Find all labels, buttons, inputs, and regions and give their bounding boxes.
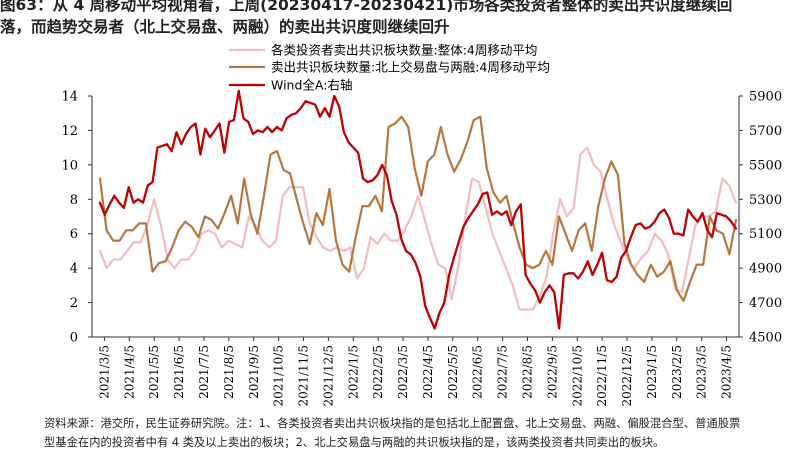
x-tick-label: 2023/2/5 [670, 345, 684, 399]
x-tick-label: 2022/3/5 [396, 345, 410, 399]
x-tick-label: 2021/11/5 [297, 345, 311, 407]
x-tick-label: 2021/12/5 [321, 345, 335, 407]
x-tick-label: 2022/6/5 [471, 345, 485, 399]
x-tick-label: 2022/12/5 [620, 345, 634, 407]
y-left-tick-label: 0 [70, 331, 78, 346]
chart-title: 图63：从 4 周移动平均视角看，上周(20230417-20230421)市场… [0, 0, 785, 38]
source-note-line1: 资料来源：港交所，民生证券研究院。注：1、各类投资者卖出共识板块指的是包括北上配… [44, 417, 741, 430]
y-right-tick-label: 4700 [749, 296, 782, 311]
y-right-tick-label: 4900 [749, 262, 782, 277]
x-tick-label: 2022/9/5 [545, 345, 559, 399]
chart-title-line2: 落，而趋势交易者（北上交易盘、两融）的卖出共识度则继续回升 [0, 18, 450, 36]
x-tick-label: 2021/5/5 [147, 345, 161, 399]
x-tick-label: 2022/10/5 [570, 345, 584, 407]
x-tick-label: 2021/7/5 [197, 345, 211, 399]
chart-legend: 各类投资者卖出共识板块数量:整体:4周移动平均卖出共识板块数量:北上交易盘与两融… [229, 43, 550, 93]
x-tick-label: 2021/4/5 [122, 345, 136, 399]
x-tick-label: 2022/5/5 [446, 345, 460, 399]
series-line-1 [98, 146, 738, 311]
x-tick-label: 2022/11/5 [595, 345, 609, 407]
source-note: 资料来源：港交所，民生证券研究院。注：1、各类投资者卖出共识板块指的是包括北上配… [44, 414, 779, 452]
y-right-tick-label: 5100 [749, 227, 782, 242]
x-tick-label: 2022/7/5 [496, 345, 510, 399]
legend-label-3: Wind全A:右轴 [271, 78, 352, 93]
y-right-tick-label: 5300 [749, 193, 782, 208]
x-tick-label: 2021/6/5 [172, 345, 186, 399]
y-left-tick-label: 8 [70, 193, 78, 208]
y-left-tick-label: 10 [61, 158, 78, 173]
legend-label-1: 各类投资者卖出共识板块数量:整体:4周移动平均 [271, 43, 537, 58]
x-tick-label: 2022/2/5 [371, 345, 385, 399]
x-tick-label: 2021/8/5 [222, 345, 236, 399]
y-left-tick-label: 14 [61, 90, 78, 105]
y-right-tick-label: 4500 [749, 331, 782, 346]
legend-label-2: 卖出共识板块数量:北上交易盘与两融:4周移动平均 [271, 60, 550, 75]
x-tick-label: 2023/1/5 [645, 345, 659, 399]
x-tick-label: 2022/4/5 [421, 345, 435, 399]
series-line-3 [98, 89, 738, 330]
line-chart: 0 2 4 6 8 10 12 14 4500 4700 4900 5100 5300 5500 5700 5… [61, 43, 782, 407]
y-right-tick-label: 5500 [749, 158, 782, 173]
x-tick-label: 2023/4/5 [720, 345, 734, 399]
x-tick-label: 2022/1/5 [346, 345, 360, 399]
source-note-line2: 型基金在内的投资者中有 4 类及以上卖出的板块；2、北上交易盘与两融的共识板块指… [44, 436, 665, 449]
chart-title-line1: 图63：从 4 周移动平均视角看，上周(20230417-20230421)市场… [0, 0, 733, 14]
x-tick-label: 2021/9/5 [247, 345, 261, 399]
x-tick-label: 2021/3/5 [97, 345, 111, 399]
x-tick-label: 2022/8/5 [520, 345, 534, 399]
y-left-tick-label: 12 [61, 124, 78, 139]
series-group [98, 89, 738, 330]
y-left-tick-label: 2 [70, 296, 78, 311]
axes-group: 0 2 4 6 8 10 12 14 4500 4700 4900 5100 5300 5500 5700 5… [61, 90, 782, 407]
series-line-2 [98, 115, 738, 302]
y-right-tick-label: 5900 [749, 90, 782, 105]
y-right-tick-label: 5700 [749, 124, 782, 139]
x-tick-label: 2021/10/5 [272, 345, 286, 407]
y-left-tick-label: 4 [70, 262, 78, 277]
y-left-tick-label: 6 [70, 227, 78, 242]
x-tick-label: 2023/3/5 [695, 345, 709, 399]
